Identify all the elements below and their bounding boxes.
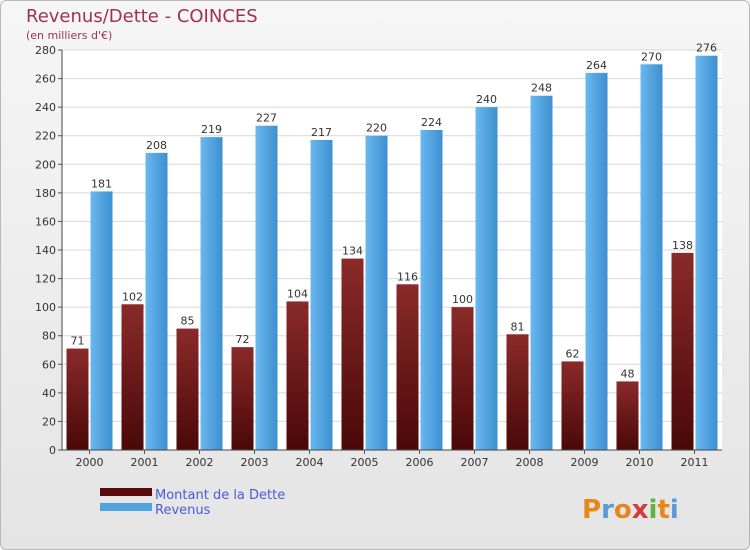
y-tick-label: 20 [42, 415, 56, 428]
x-tick-label: 2007 [461, 456, 489, 469]
x-tick-label: 2011 [681, 456, 709, 469]
data-label-revenus: 276 [696, 42, 717, 55]
bar-debt [121, 304, 144, 450]
logo-letter: i [649, 495, 658, 525]
data-label-debt: 138 [672, 239, 693, 252]
y-tick-label: 260 [35, 73, 56, 86]
x-tick-label: 2003 [241, 456, 269, 469]
logo-letter: P [582, 495, 601, 525]
bars: 71 181 102 208 85 219 72 227 104 217 134 220 116 224 1… [66, 42, 718, 451]
data-label-debt: 72 [236, 333, 250, 346]
bar-debt [616, 381, 639, 450]
x-tick-label: 2001 [131, 456, 159, 469]
bar-revenus [255, 125, 278, 450]
x-tick-label: 2006 [406, 456, 434, 469]
bar-revenus [200, 137, 223, 450]
bar-revenus [145, 152, 168, 450]
y-tick-label: 100 [35, 301, 56, 314]
gridlines [62, 49, 722, 451]
bar-revenus [530, 95, 553, 450]
bar-debt [561, 361, 584, 450]
data-label-revenus: 227 [256, 112, 277, 125]
logo-letter: r [601, 495, 614, 525]
data-label-debt: 100 [452, 293, 473, 306]
y-tick-label: 120 [35, 273, 56, 286]
bar-debt [396, 284, 419, 450]
bar-revenus [420, 130, 443, 450]
bar-debt [341, 258, 364, 450]
x-tick-label: 2008 [516, 456, 544, 469]
y-tick-label: 40 [42, 387, 56, 400]
legend-label-revenus: Revenus [155, 503, 211, 518]
data-label-revenus: 270 [641, 50, 662, 63]
data-label-debt: 85 [181, 315, 195, 328]
logo-text: Proxiti [582, 495, 679, 525]
data-label-debt: 81 [511, 320, 525, 333]
bar-debt [451, 307, 474, 450]
bar-debt [286, 301, 309, 450]
logo-letter: i [670, 495, 679, 525]
data-label-debt: 71 [71, 335, 85, 348]
bar-revenus [310, 140, 333, 450]
y-tick-label: 220 [35, 130, 56, 143]
y-tick-label: 280 [35, 44, 56, 57]
chart-title: Revenus/Dette - COINCES [26, 6, 258, 27]
y-tick-label: 80 [42, 330, 56, 343]
bar-debt [231, 347, 254, 450]
legend-swatch-debt [100, 488, 152, 496]
data-label-revenus: 219 [201, 123, 222, 136]
bar-revenus [640, 64, 663, 451]
logo-letter: t [657, 495, 669, 525]
bar-revenus [475, 107, 498, 451]
y-tick-label: 200 [35, 158, 56, 171]
x-tick-label: 2002 [186, 456, 214, 469]
bar-revenus [90, 191, 113, 450]
data-label-debt: 102 [122, 290, 143, 303]
logo-letter: x [632, 495, 649, 525]
y-tick-label: 0 [49, 444, 56, 457]
bar-debt [176, 328, 199, 450]
data-label-debt: 134 [342, 245, 363, 258]
y-tick-label: 60 [42, 358, 56, 371]
x-tick-label: 2005 [351, 456, 379, 469]
data-label-revenus: 248 [531, 82, 552, 95]
data-label-revenus: 240 [476, 93, 497, 106]
bar-debt [506, 334, 529, 450]
data-label-revenus: 217 [311, 126, 332, 139]
proxiti-logo: Proxiti [582, 495, 679, 525]
chart-subtitle: (en milliers d'€) [26, 29, 112, 42]
data-label-debt: 116 [397, 270, 418, 283]
data-label-revenus: 224 [421, 116, 442, 129]
y-tick-label: 160 [35, 215, 56, 228]
data-label-debt: 62 [566, 347, 580, 360]
legend-swatch-revenus [100, 503, 152, 511]
logo-letter: o [614, 495, 632, 525]
legend-label-debt: Montant de la Dette [155, 488, 285, 503]
data-label-revenus: 181 [91, 177, 112, 190]
y-tick-label: 240 [35, 101, 56, 114]
x-tick-label: 2004 [296, 456, 324, 469]
data-label-revenus: 220 [366, 122, 387, 135]
data-label-debt: 104 [287, 287, 308, 300]
data-label-debt: 48 [621, 367, 635, 380]
bar-revenus [585, 72, 608, 450]
bar-debt [671, 252, 694, 450]
x-tick-label: 2010 [626, 456, 654, 469]
bar-revenus [695, 55, 718, 450]
x-tick-label: 2009 [571, 456, 599, 469]
x-tick-label: 2000 [76, 456, 104, 469]
y-tick-label: 140 [35, 244, 56, 257]
data-label-revenus: 208 [146, 139, 167, 152]
axes: 0 20 40 60 80 100 120 140 160 180 200 220 240 260 280 2… [35, 44, 722, 469]
y-tick-label: 180 [35, 187, 56, 200]
data-label-revenus: 264 [586, 59, 607, 72]
bar-debt [66, 348, 89, 450]
bar-revenus [365, 135, 388, 450]
